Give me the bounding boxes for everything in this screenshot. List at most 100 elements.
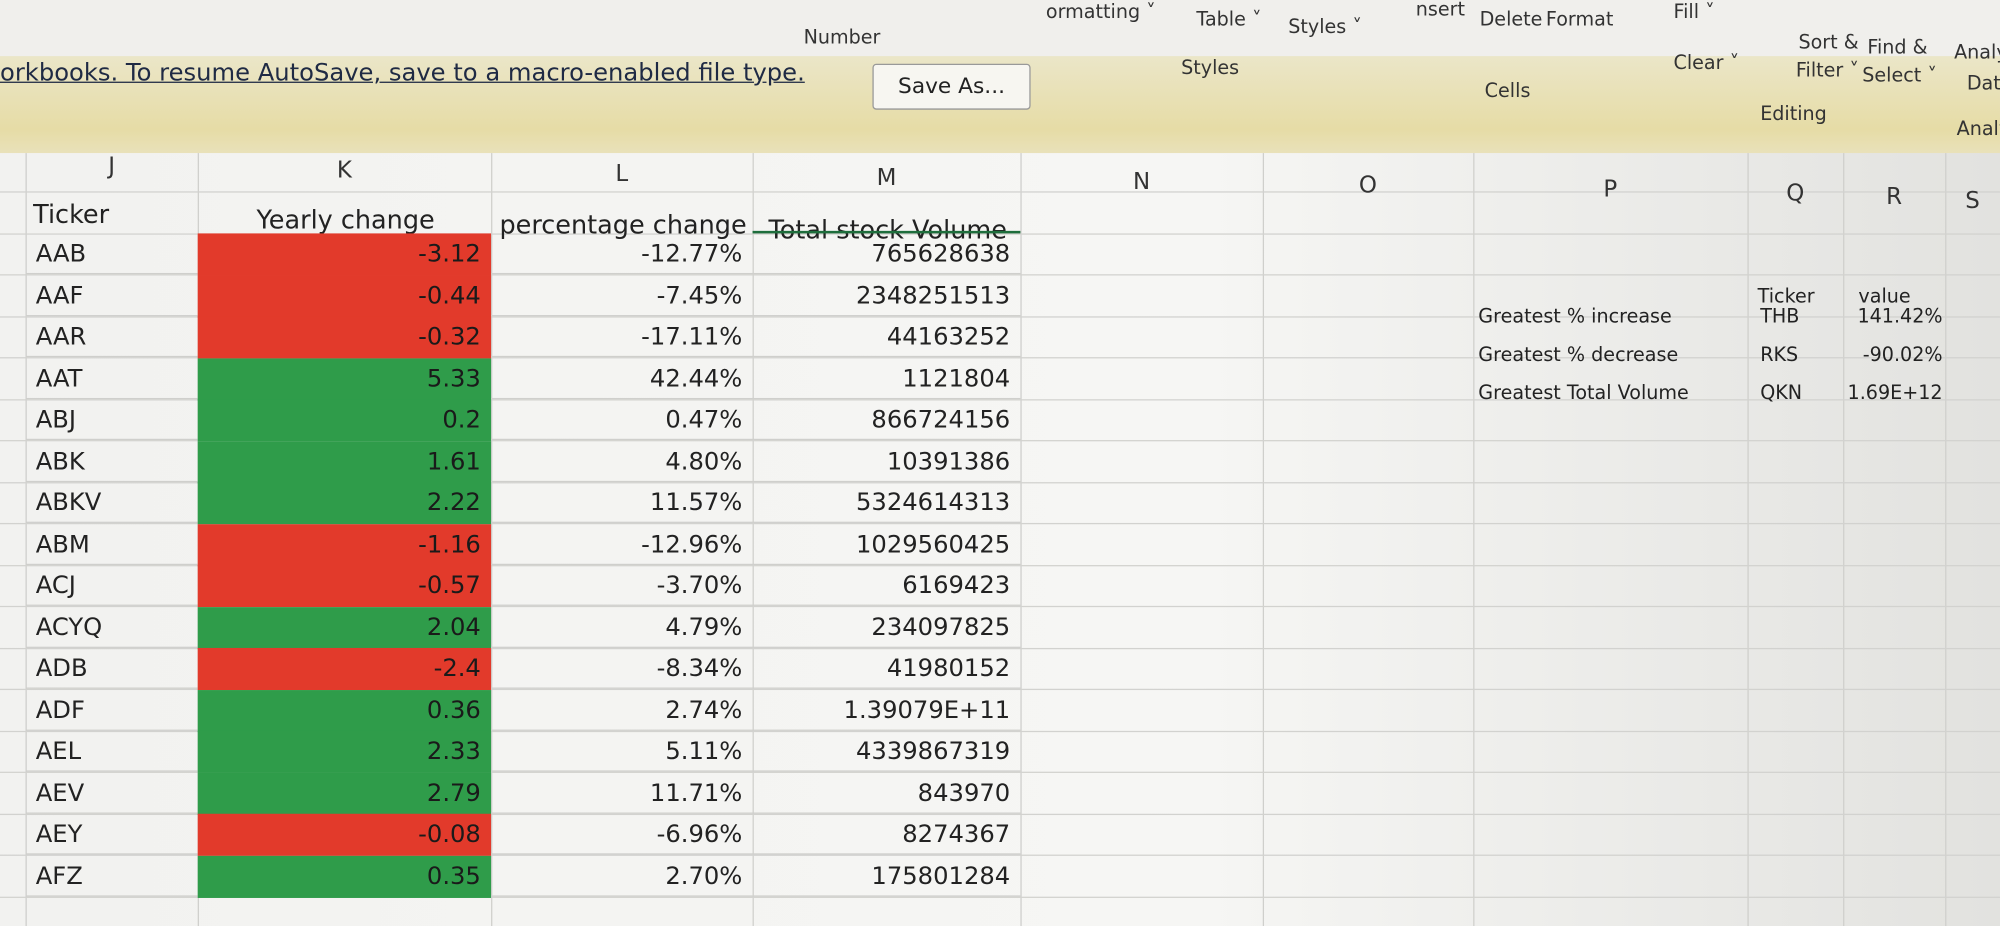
grid-line (0, 315, 2000, 317)
data-cell: 1029560425 (752, 524, 1021, 565)
ticker-cell: AFZ (25, 855, 198, 897)
ribbon-item[interactable]: Find & (1867, 35, 1928, 59)
column-header[interactable]: S (1965, 187, 1980, 215)
ribbon-item[interactable]: Styles (1181, 56, 1240, 80)
grid-line (0, 232, 2000, 235)
ticker-cell: AEV (25, 772, 198, 814)
grid-line (491, 153, 493, 926)
data-cell: 4.79% (491, 607, 753, 648)
ticker-cell: ABK (25, 441, 198, 482)
summary-cell: QKN (1760, 381, 1803, 405)
grid-line (1262, 153, 1265, 926)
ribbon-item[interactable]: Delete (1479, 7, 1543, 31)
ribbon-item[interactable]: nsert (1415, 0, 1466, 21)
data-cell: 8274367 (752, 814, 1021, 855)
data-cell: -6.96% (491, 814, 753, 855)
data-cell: -0.32 (197, 316, 492, 359)
ribbon-item[interactable]: ormatting ˅ (1045, 0, 1156, 23)
data-cell: 2.74% (491, 689, 753, 731)
data-cell: 2.79 (197, 772, 492, 815)
grid-line (0, 274, 2000, 276)
ribbon-item[interactable]: Number (803, 25, 881, 49)
message-text: orkbooks. To resume AutoSave, save to a … (0, 58, 805, 87)
data-cell: -1.16 (197, 523, 492, 566)
data-cell: 0.47% (491, 399, 753, 441)
grid-line (0, 357, 2000, 359)
data-cell: -3.70% (491, 565, 753, 606)
data-cell: -3.12 (197, 233, 492, 276)
grid-line (0, 854, 2000, 856)
column-header[interactable]: L (615, 160, 629, 188)
summary-cell: Greatest % increase (1478, 304, 1672, 328)
ribbon-item[interactable]: Clear ˅ (1673, 51, 1740, 74)
data-cell: 6169423 (752, 565, 1021, 606)
grid-line (0, 896, 2000, 898)
grid-line (0, 564, 2000, 566)
ribbon-item[interactable]: Cells (1484, 79, 1531, 103)
ribbon-item[interactable]: Editing (1760, 102, 1827, 125)
column-header[interactable]: R (1886, 183, 1903, 211)
data-cell: -7.45% (491, 275, 753, 316)
data-cell: -12.77% (491, 233, 753, 275)
data-cell: 4.80% (491, 441, 753, 482)
data-cell: 175801284 (752, 855, 1021, 897)
data-cell: 2348251513 (752, 275, 1021, 316)
grid-line (0, 730, 2000, 732)
ribbon-item[interactable]: Fill ˅ (1673, 0, 1715, 23)
grid-line (752, 153, 754, 926)
data-cell: 44163252 (752, 316, 1021, 358)
data-cell: 5.11% (491, 731, 753, 772)
data-cell: 2.33 (197, 730, 492, 773)
ticker-cell: ABJ (25, 399, 198, 441)
grid-line (1020, 153, 1022, 926)
column-header[interactable]: J (108, 153, 115, 180)
ticker-cell: ACYQ (25, 607, 198, 648)
summary-header: Ticker (1757, 284, 1815, 308)
table-header: Total stock Volume (768, 214, 1007, 245)
data-cell: 10391386 (752, 441, 1021, 482)
column-header[interactable]: M (876, 164, 897, 192)
summary-cell: RKS (1760, 343, 1799, 367)
data-cell: -0.44 (197, 274, 492, 317)
data-cell: 1.39079E+11 (752, 689, 1021, 731)
ribbon-item[interactable]: Sort & (1798, 30, 1859, 54)
ribbon-item[interactable]: Format (1545, 7, 1614, 31)
grid-line (1473, 153, 1475, 926)
column-header[interactable]: O (1358, 172, 1378, 199)
ribbon-item[interactable]: Analy (1954, 40, 2000, 64)
table-header: percentage change (499, 209, 747, 240)
data-cell: -8.34% (491, 648, 753, 689)
ribbon-item[interactable]: Styles ˅ (1288, 15, 1362, 39)
selection-border (752, 230, 1021, 234)
grid-line (0, 771, 2000, 773)
summary-cell: -90.02% (1862, 343, 1943, 367)
grid-line (1747, 153, 1749, 926)
data-cell: 4339867319 (752, 731, 1021, 772)
summary-cell: Greatest Total Volume (1478, 381, 1689, 405)
grid-line (0, 398, 2000, 400)
ribbon (0, 0, 2000, 57)
column-header[interactable]: Q (1786, 179, 1805, 207)
column-header[interactable]: N (1132, 168, 1151, 196)
ticker-cell: AAR (25, 316, 198, 358)
data-cell: -12.96% (491, 524, 753, 565)
grid-line (0, 522, 2000, 525)
data-cell: 866724156 (752, 399, 1021, 441)
ribbon-item[interactable]: Table ˅ (1196, 7, 1262, 31)
column-header[interactable]: P (1603, 176, 1618, 203)
data-cell: 5.33 (197, 357, 492, 400)
ribbon-item[interactable]: Data (1966, 71, 2000, 95)
grid-line (25, 153, 27, 926)
ribbon-item[interactable]: Filter ˅ (1795, 58, 1859, 82)
ribbon-item[interactable]: Select ˅ (1862, 63, 1937, 87)
data-cell: 11.71% (491, 772, 753, 814)
ticker-cell: AAF (25, 275, 198, 316)
ticker-cell: ADB (25, 648, 198, 689)
column-header[interactable]: K (336, 156, 352, 184)
data-cell: 1121804 (752, 358, 1021, 399)
ribbon-item[interactable]: Analys (1956, 117, 2000, 141)
ticker-cell: AEL (25, 731, 198, 772)
data-cell: 0.2 (197, 399, 492, 442)
save-as-button[interactable]: Save As... (872, 63, 1031, 110)
table-header: Ticker (33, 198, 110, 230)
